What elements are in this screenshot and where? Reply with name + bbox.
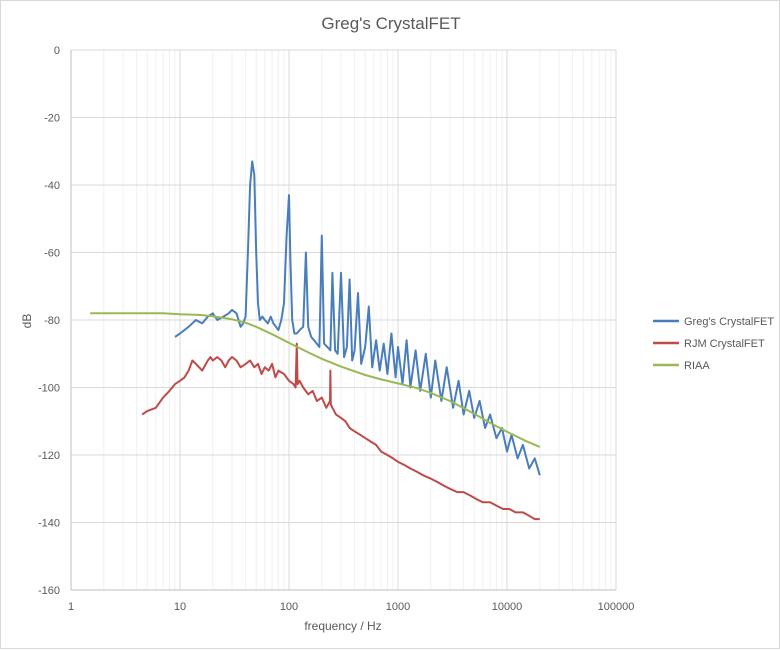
- x-axis-label: frequency / Hz: [304, 619, 381, 633]
- legend: Greg's CrystalFET RJM CrystalFET RIAA: [653, 316, 774, 372]
- y-tick-label: -20: [44, 113, 60, 125]
- series-line-riaa: [90, 312, 541, 448]
- legend-entry: RIAA: [684, 360, 710, 372]
- series-line-greg-s-crystalfet: [174, 160, 541, 476]
- y-tick-label: -40: [44, 180, 60, 192]
- y-tick-label: -80: [44, 315, 60, 327]
- legend-entry: RJM CrystalFET: [684, 338, 765, 350]
- x-tick-labels: 1 10 100 1000 10000 100000: [68, 601, 634, 613]
- y-tick-labels: 0 -20 -40 -60 -80 -100 -120 -140 -160: [38, 45, 60, 597]
- y-tick-label: -160: [38, 585, 60, 597]
- y-tick-label: 0: [54, 45, 60, 57]
- x-tick-label: 100000: [598, 601, 635, 613]
- series-line-rjm-crystalfet: [141, 342, 540, 521]
- x-tick-label: 10: [174, 601, 186, 613]
- x-tick-label: 100: [280, 601, 298, 613]
- y-tick-label: -120: [38, 450, 60, 462]
- y-tick-label: -100: [38, 383, 60, 395]
- y-axis-label: dB: [20, 314, 34, 329]
- x-tick-label: 1: [68, 601, 74, 613]
- y-tick-label: -60: [44, 248, 60, 260]
- x-tick-label: 1000: [386, 601, 410, 613]
- axes: [70, 50, 616, 591]
- series-lines: [90, 160, 541, 521]
- y-tick-label: -140: [38, 518, 60, 530]
- x-tick-label: 10000: [492, 601, 523, 613]
- chart-title: Greg's CrystalFET: [321, 14, 460, 33]
- legend-entry: Greg's CrystalFET: [684, 316, 774, 328]
